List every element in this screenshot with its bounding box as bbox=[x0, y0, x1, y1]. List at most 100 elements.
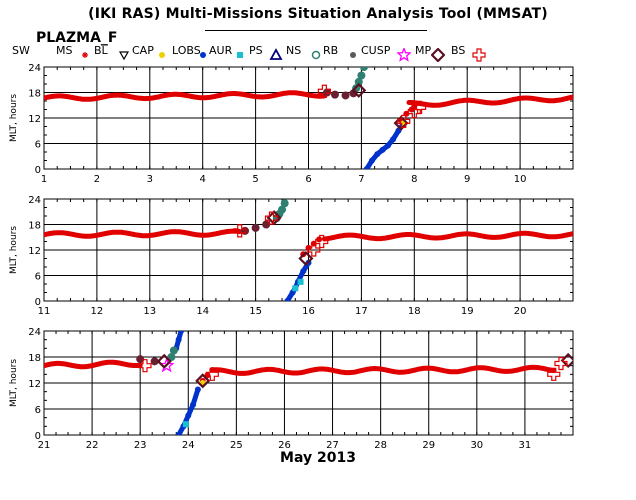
rb-point bbox=[349, 89, 358, 98]
y-tick-label: 18 bbox=[28, 221, 41, 232]
x-tick-label: 25 bbox=[230, 440, 243, 451]
x-tick-label: 19 bbox=[461, 306, 474, 317]
mp-point bbox=[351, 82, 367, 98]
lobs-point bbox=[363, 166, 370, 169]
panel-series bbox=[44, 331, 573, 435]
x-tick-label: 31 bbox=[519, 440, 532, 451]
x-tick-label: 7 bbox=[358, 174, 364, 185]
sw-band bbox=[209, 364, 557, 376]
y-tick-label: 24 bbox=[28, 195, 41, 206]
legend-label-ps: PS bbox=[249, 44, 263, 57]
y-axis-label: MLT, hours bbox=[9, 226, 19, 274]
y-tick-label: 6 bbox=[35, 272, 41, 283]
x-tick-label: 30 bbox=[470, 440, 483, 451]
lobs-point bbox=[300, 268, 307, 275]
x-tick-label: 1 bbox=[41, 174, 47, 185]
bs-point bbox=[547, 367, 561, 381]
x-tick-label: 2 bbox=[94, 174, 100, 185]
x-tick-label: 15 bbox=[249, 306, 262, 317]
ns-point bbox=[280, 199, 289, 208]
lobs-point bbox=[379, 146, 386, 153]
rb-point bbox=[150, 357, 159, 366]
legend-marker-cusp-icon bbox=[397, 48, 411, 62]
lobs-point bbox=[178, 331, 185, 334]
x-tick-label: 12 bbox=[91, 306, 104, 317]
lobs-point bbox=[175, 432, 182, 435]
lobs-point bbox=[384, 142, 391, 149]
title-underline bbox=[205, 30, 427, 31]
x-tick-label: 17 bbox=[355, 306, 368, 317]
ns-point bbox=[357, 71, 366, 80]
panel-series bbox=[44, 199, 573, 301]
legend-label-ns: NS bbox=[286, 44, 302, 57]
legend-marker-lobs-icon bbox=[200, 52, 206, 58]
x-tick-label: 23 bbox=[134, 440, 147, 451]
y-tick-label: 24 bbox=[28, 63, 41, 74]
x-tick-label: 28 bbox=[374, 440, 387, 451]
lobs-point bbox=[175, 336, 182, 343]
lobs-point bbox=[390, 136, 397, 143]
legend-marker-cap-icon bbox=[159, 52, 165, 58]
x-tick-label: 4 bbox=[200, 174, 206, 185]
aur-point bbox=[182, 421, 189, 428]
x-tick-label: 6 bbox=[305, 174, 311, 185]
x-tick-label: 18 bbox=[408, 306, 421, 317]
x-axis-label: May 2013 bbox=[280, 450, 356, 466]
lobs-point bbox=[190, 401, 197, 408]
legend-label-lobs: LOBS bbox=[172, 44, 201, 57]
x-tick-label: 13 bbox=[143, 306, 156, 317]
bs-point bbox=[205, 367, 219, 381]
rb-point bbox=[323, 88, 332, 97]
bs-point bbox=[317, 84, 331, 98]
bs-point bbox=[315, 234, 329, 249]
x-tick-label: 10 bbox=[514, 174, 527, 185]
legend-marker-ms-icon bbox=[82, 52, 88, 58]
bs-point bbox=[233, 224, 247, 238]
lobs-point bbox=[284, 298, 291, 301]
legend: SW MS BL CAP LOBS AUR PS NS RB CUSP MP BS bbox=[0, 44, 636, 64]
x-tick-label: 24 bbox=[182, 440, 195, 451]
mp-point bbox=[298, 250, 314, 267]
x-tick-label: 22 bbox=[86, 440, 99, 451]
sw-band bbox=[44, 359, 143, 370]
lobs-point bbox=[185, 412, 192, 419]
y-tick-label: 0 bbox=[35, 165, 41, 176]
y-axis-label: MLT, hours bbox=[9, 359, 19, 407]
legend-label-rb: RB bbox=[323, 44, 339, 57]
y-tick-label: 6 bbox=[35, 140, 41, 151]
bs-point bbox=[138, 359, 152, 373]
rb-point bbox=[262, 220, 271, 229]
legend-label-mp: MP bbox=[415, 44, 432, 57]
rb-point bbox=[136, 355, 145, 364]
x-tick-label: 5 bbox=[252, 174, 258, 185]
y-tick-label: 18 bbox=[28, 89, 41, 100]
aur-point bbox=[292, 285, 299, 292]
legend-label-cusp: CUSP bbox=[361, 44, 391, 57]
legend-label-bl: BL bbox=[94, 44, 108, 57]
bs-point bbox=[412, 100, 427, 114]
mp-point bbox=[266, 210, 282, 226]
sw-band bbox=[321, 230, 573, 242]
y-tick-label: 6 bbox=[35, 405, 41, 416]
y-tick-label: 24 bbox=[28, 327, 41, 338]
bs-point bbox=[307, 243, 321, 257]
y-tick-label: 0 bbox=[35, 431, 41, 442]
ns-point bbox=[354, 77, 363, 86]
y-tick-label: 12 bbox=[28, 379, 41, 390]
x-tick-label: 27 bbox=[326, 440, 339, 451]
ns-point bbox=[169, 346, 178, 355]
x-tick-label: 26 bbox=[278, 440, 291, 451]
y-tick-label: 12 bbox=[28, 114, 41, 125]
y-tick-label: 12 bbox=[28, 246, 41, 257]
rb-point bbox=[341, 91, 350, 100]
sw-band bbox=[406, 94, 573, 108]
sw-band bbox=[44, 90, 327, 102]
legend-marker-ps-icon bbox=[269, 48, 283, 60]
lobs-point bbox=[194, 386, 201, 393]
bs-point bbox=[397, 114, 411, 129]
lobs-point bbox=[368, 157, 375, 164]
ns-point bbox=[360, 67, 369, 71]
lobs-point bbox=[374, 151, 381, 158]
legend-marker-ns-icon bbox=[311, 50, 321, 60]
mission-name: PLAZMA_F bbox=[36, 30, 118, 46]
